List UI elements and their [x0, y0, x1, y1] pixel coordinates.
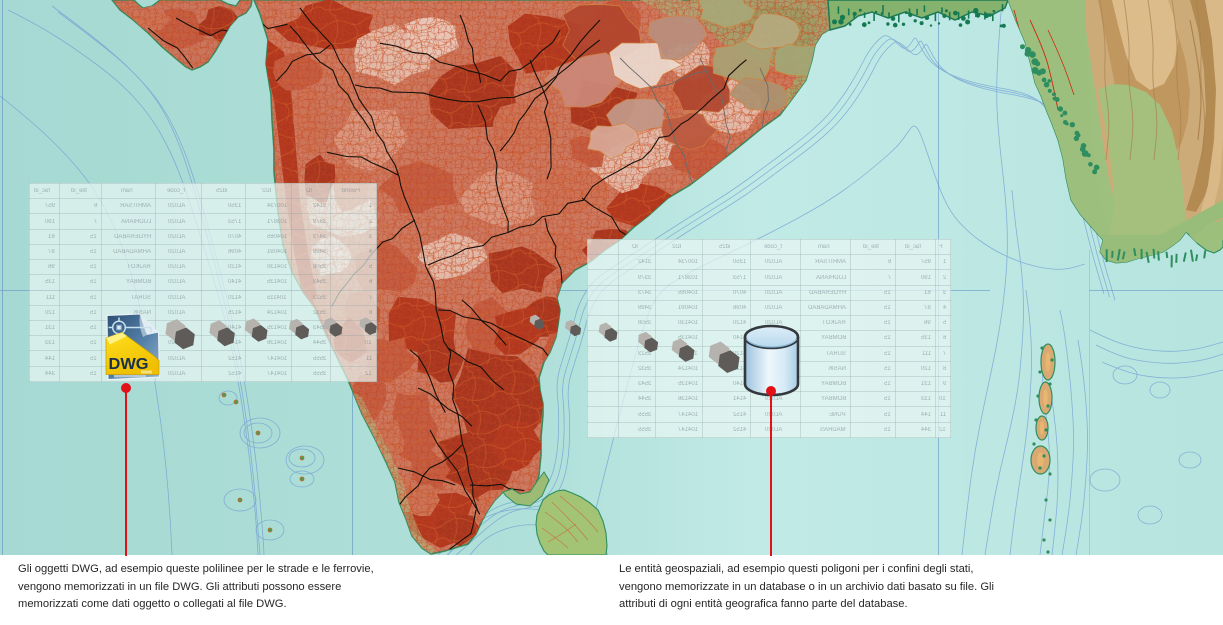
svg-text:DWG: DWG — [109, 356, 149, 373]
